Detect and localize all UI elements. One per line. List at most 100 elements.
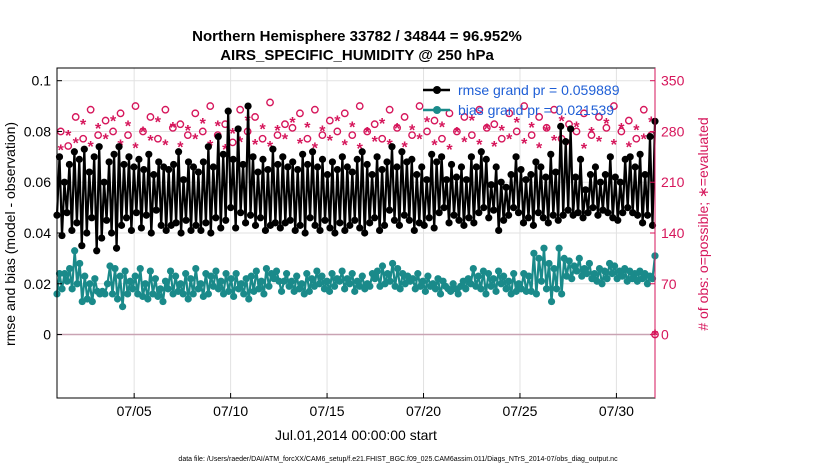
obs-possible-point <box>400 113 409 121</box>
rmse-point <box>648 221 657 229</box>
rmse-point <box>207 229 215 237</box>
rmse-point <box>115 143 123 151</box>
bias-point <box>505 277 513 285</box>
bias-point <box>240 290 248 298</box>
obs-evaluated-point: * <box>155 114 162 131</box>
obs-evaluated-point: * <box>58 143 65 160</box>
rmse-point <box>423 176 431 184</box>
obs-evaluated-point: * <box>95 121 102 138</box>
bias-point <box>383 270 392 278</box>
bias-point <box>555 244 563 252</box>
rmse-point <box>318 155 327 163</box>
rmse-point <box>222 216 230 224</box>
bias-point <box>532 290 541 298</box>
rmse-point <box>452 173 461 181</box>
rmse-point <box>152 206 160 214</box>
bias-point <box>156 285 165 293</box>
rmse-point <box>500 216 508 224</box>
rmse-point <box>420 221 428 229</box>
obs-evaluated-point: * <box>147 133 154 150</box>
obs-possible-point <box>236 105 245 114</box>
obs-evaluated-point: * <box>319 124 326 141</box>
bias-point <box>550 264 558 273</box>
bias-point <box>568 275 576 283</box>
rmse-point <box>244 102 252 110</box>
obs-evaluated-point: * <box>424 114 431 131</box>
obs-possible-point <box>430 116 439 125</box>
bias-point <box>454 290 462 298</box>
rmse-point <box>202 219 210 227</box>
bias-point <box>126 277 134 285</box>
rmse-point <box>497 178 505 186</box>
obs-evaluated-point: * <box>342 138 349 155</box>
rmse-point <box>249 153 257 161</box>
bias-point <box>257 277 265 285</box>
rmse-point <box>204 143 212 151</box>
rmse-point <box>378 165 386 174</box>
rmse-point <box>296 221 304 229</box>
obs-possible-point <box>176 120 185 129</box>
rmse-point <box>333 165 341 174</box>
obs-evaluated-point: * <box>588 125 595 142</box>
obs-possible-point <box>572 127 581 136</box>
rmse-point <box>241 219 250 227</box>
rmse-point <box>393 163 401 171</box>
bias-point <box>252 267 260 275</box>
rmse-point <box>472 163 480 171</box>
rmse-point <box>567 125 575 133</box>
rmse-point <box>217 224 225 232</box>
rmse-point <box>433 158 441 166</box>
bias-point <box>214 285 223 293</box>
rmse-point <box>75 155 83 163</box>
rmse-point <box>83 229 91 237</box>
obs-possible-point <box>482 123 491 132</box>
rmse-series <box>53 102 659 255</box>
rmse-point <box>343 163 351 171</box>
rmse-point <box>90 153 98 161</box>
rmse-point <box>286 216 294 224</box>
bias-point <box>378 262 387 270</box>
rmse-point <box>366 219 374 227</box>
rmse-point <box>361 229 369 237</box>
rmse-point <box>105 158 113 166</box>
rmse-point <box>487 181 495 189</box>
rmse-point <box>410 226 418 235</box>
bias-point <box>305 287 313 295</box>
bias-point <box>547 297 556 306</box>
obs-evaluated-point: * <box>259 122 266 139</box>
bias-point <box>265 282 273 290</box>
y-right-tick-label: 0 <box>661 327 669 343</box>
obs-evaluated-point: * <box>618 121 625 138</box>
bias-point <box>207 272 215 280</box>
bias-point <box>197 280 205 288</box>
obs-possible-point <box>520 102 529 110</box>
rmse-point <box>435 209 443 217</box>
obs-evaluated-point: * <box>543 124 550 141</box>
bias-point <box>81 272 89 280</box>
rmse-point <box>219 150 227 158</box>
rmse-point <box>140 165 148 174</box>
rmse-point <box>482 155 490 163</box>
obs-possible-point <box>124 131 132 139</box>
rmse-point <box>78 242 86 250</box>
obs-evaluated-point: * <box>349 119 356 136</box>
bias-point <box>71 247 79 255</box>
obs-evaluated-point: * <box>491 139 498 156</box>
rmse-point <box>184 158 193 166</box>
legend-rmse-marker <box>433 86 441 94</box>
rmse-point <box>475 209 483 217</box>
x-axis: 07/05 07/10 07/15 07/20 07/25 07/30 <box>117 393 634 419</box>
bias-point <box>494 267 503 275</box>
bias-point <box>542 285 551 293</box>
rmse-point <box>465 214 473 222</box>
obs-evaluated-point: * <box>65 128 72 145</box>
rmse-point <box>194 168 203 176</box>
obs-possible-point <box>139 127 147 136</box>
rmse-point <box>425 214 433 222</box>
obs-possible-point <box>467 131 476 139</box>
obs-possible-point <box>251 113 259 121</box>
rmse-point <box>400 211 408 219</box>
obs-possible-point <box>393 123 402 132</box>
rmse-point <box>65 160 74 169</box>
bias-point <box>419 277 427 285</box>
